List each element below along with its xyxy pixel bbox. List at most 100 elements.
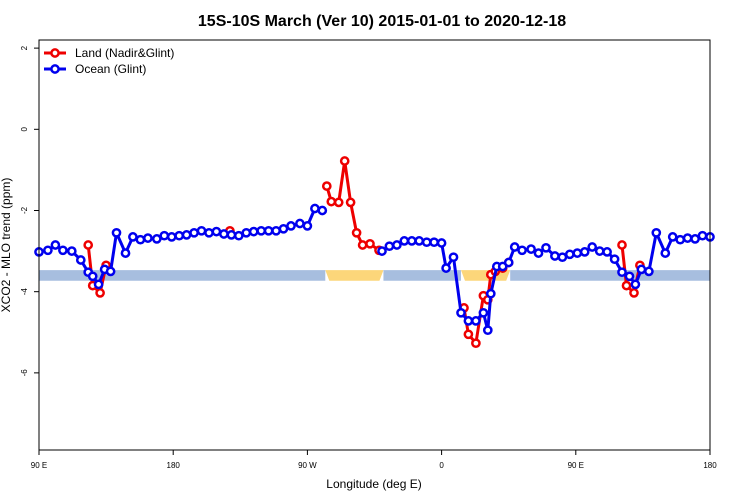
legend: Land (Nadir&Glint) Ocean (Glint) <box>44 46 174 76</box>
data-point <box>541 242 551 253</box>
x-axis: 90 E 180 90 W 0 90 E 180 <box>31 450 717 470</box>
data-point <box>621 280 632 291</box>
data-point <box>579 247 590 257</box>
data-point <box>377 246 387 256</box>
x-tick-label: 90 W <box>298 461 317 470</box>
data-point <box>219 229 229 239</box>
data-point <box>630 279 641 290</box>
data-point <box>682 233 693 243</box>
data-point <box>675 234 686 245</box>
data-point <box>667 232 678 242</box>
data-point <box>406 236 417 246</box>
data-point <box>564 249 575 260</box>
data-point <box>478 307 489 318</box>
data-point <box>286 221 296 231</box>
data-point <box>517 245 527 256</box>
data-point <box>43 245 53 256</box>
data-point <box>111 227 122 238</box>
legend-marker <box>50 64 60 74</box>
data-point <box>644 266 654 277</box>
data-point <box>58 245 68 256</box>
data-point <box>365 238 375 249</box>
legend-marker <box>50 48 60 58</box>
x-tick-label: 0 <box>439 461 444 470</box>
data-point <box>351 227 362 238</box>
data-point <box>697 230 708 241</box>
data-point <box>174 230 185 241</box>
data-point <box>429 237 439 248</box>
data-point <box>463 329 474 340</box>
data-point <box>660 248 671 258</box>
data-point <box>278 223 289 234</box>
data-point <box>93 279 104 290</box>
data-point <box>357 240 368 250</box>
plot-frame <box>38 39 711 451</box>
data-point <box>421 237 432 248</box>
data-point <box>241 227 252 238</box>
data-point <box>50 240 61 250</box>
data-point <box>448 252 459 263</box>
data-point <box>120 248 131 258</box>
data-point <box>128 232 138 242</box>
data-point <box>399 236 410 246</box>
x-tick-label: 90 E <box>31 461 47 470</box>
series-layer <box>34 156 715 349</box>
data-point <box>326 196 337 207</box>
data-point <box>602 247 612 257</box>
band-segment <box>39 270 326 281</box>
data-point <box>609 254 620 265</box>
data-point <box>594 246 605 256</box>
data-point <box>66 246 77 256</box>
data-point <box>509 242 520 252</box>
y-tick-label: -4 <box>20 288 29 296</box>
x-axis-label: Longitude (deg E) <box>326 477 421 491</box>
data-point <box>181 230 192 240</box>
data-point <box>204 227 214 238</box>
chart-title: 15S-10S March (Ver 10) 2015-01-01 to 202… <box>198 13 566 30</box>
x-tick-label: 180 <box>703 461 717 470</box>
data-point <box>587 242 598 252</box>
data-point <box>295 218 305 229</box>
data-point <box>345 197 356 208</box>
data-point <box>414 236 425 246</box>
data-point <box>317 205 328 216</box>
data-point <box>482 325 493 336</box>
data-point <box>526 244 536 254</box>
data-point <box>233 230 244 241</box>
data-point <box>463 316 474 326</box>
data-point <box>226 230 237 240</box>
data-point <box>572 248 583 258</box>
band-segment <box>510 270 710 281</box>
legend-label: Land (Nadir&Glint) <box>75 46 174 60</box>
data-point <box>456 307 466 318</box>
data-point <box>384 241 395 252</box>
data-point <box>159 230 170 241</box>
data-point <box>105 266 116 277</box>
y-tick-label: -2 <box>20 206 29 214</box>
data-point <box>321 181 332 191</box>
y-tick-label: 2 <box>20 45 29 50</box>
y-tick-label: 0 <box>20 127 29 132</box>
data-point <box>135 234 146 245</box>
y-tick-label: -6 <box>20 369 29 377</box>
data-point <box>636 264 647 275</box>
data-point <box>196 225 207 236</box>
data-point <box>151 234 162 244</box>
data-point <box>617 267 627 278</box>
data-point <box>441 263 451 273</box>
data-point <box>248 226 259 237</box>
data-point <box>550 251 560 261</box>
legend-item: Land (Nadir&Glint) <box>44 46 174 60</box>
data-point <box>189 227 199 238</box>
data-point <box>95 288 105 298</box>
legend-item: Ocean (Glint) <box>44 62 146 76</box>
data-point <box>503 257 514 268</box>
series-group <box>34 203 715 336</box>
data-point <box>263 225 274 236</box>
band-segment <box>325 270 384 281</box>
data-point <box>617 240 627 250</box>
data-point <box>302 221 313 231</box>
data-point <box>333 197 344 208</box>
data-point <box>651 227 662 238</box>
